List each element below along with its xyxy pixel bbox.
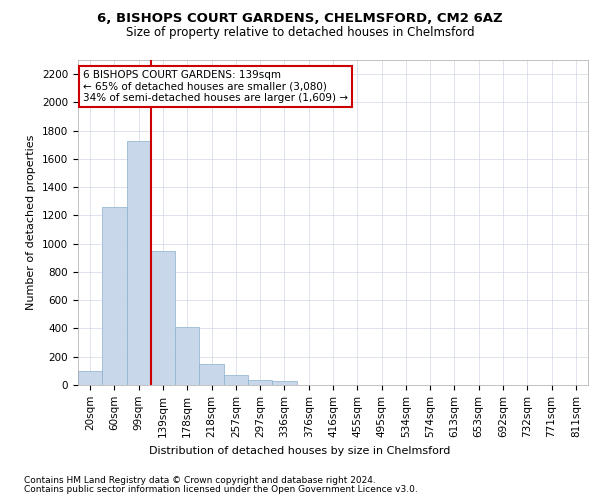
Bar: [272, 382, 296, 385]
Bar: [224, 375, 248, 385]
Text: 6 BISHOPS COURT GARDENS: 139sqm
← 65% of detached houses are smaller (3,080)
34%: 6 BISHOPS COURT GARDENS: 139sqm ← 65% of…: [83, 70, 348, 103]
Text: Contains public sector information licensed under the Open Government Licence v3: Contains public sector information licen…: [24, 485, 418, 494]
Text: 6, BISHOPS COURT GARDENS, CHELMSFORD, CM2 6AZ: 6, BISHOPS COURT GARDENS, CHELMSFORD, CM…: [97, 12, 503, 26]
Bar: [151, 251, 175, 385]
Bar: [175, 327, 199, 385]
Bar: [127, 140, 151, 385]
Text: Contains HM Land Registry data © Crown copyright and database right 2024.: Contains HM Land Registry data © Crown c…: [24, 476, 376, 485]
Bar: [78, 371, 102, 385]
Bar: [199, 364, 224, 385]
Bar: [248, 380, 272, 385]
Text: Distribution of detached houses by size in Chelmsford: Distribution of detached houses by size …: [149, 446, 451, 456]
Bar: [102, 207, 127, 385]
Y-axis label: Number of detached properties: Number of detached properties: [26, 135, 37, 310]
Text: Size of property relative to detached houses in Chelmsford: Size of property relative to detached ho…: [125, 26, 475, 39]
